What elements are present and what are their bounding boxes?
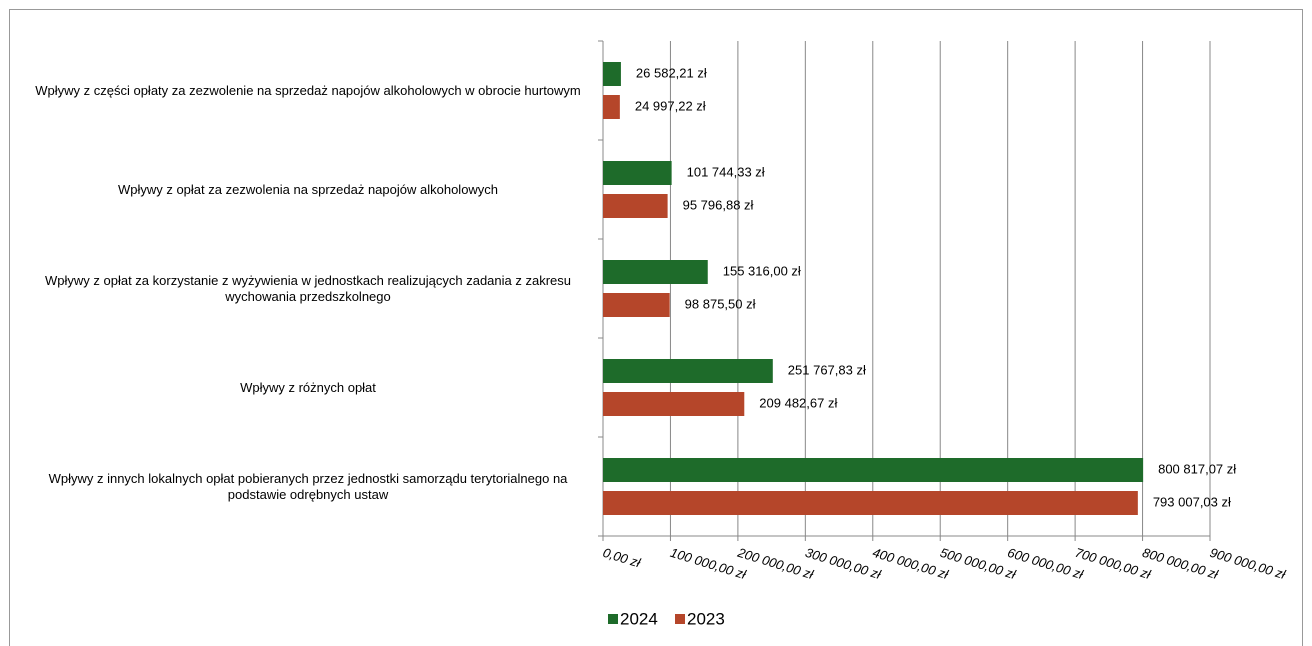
- legend-label: 2023: [687, 609, 725, 628]
- value-label: 251 767,83 zł: [788, 362, 866, 377]
- bar: [603, 194, 668, 218]
- x-tick-label: 400 000,00 zł: [871, 545, 951, 582]
- x-tick-label: 200 000,00 zł: [735, 545, 816, 583]
- x-tick-label: 600 000,00 zł: [1006, 545, 1086, 582]
- value-label: 24 997,22 zł: [635, 98, 706, 113]
- x-tick-label: 0,00 zł: [601, 545, 643, 571]
- x-tick-label: 300 000,00 zł: [803, 545, 883, 582]
- bar: [603, 62, 621, 86]
- value-label: 98 875,50 zł: [685, 296, 756, 311]
- value-label: 793 007,03 zł: [1153, 494, 1231, 509]
- legend-label: 2024: [620, 609, 658, 628]
- legend-swatch: [608, 614, 618, 624]
- bar: [603, 491, 1138, 515]
- value-label: 95 796,88 zł: [683, 197, 754, 212]
- bar: [603, 293, 670, 317]
- value-label: 26 582,21 zł: [636, 65, 707, 80]
- category-label: Wpływy z innych lokalnych opłat pobieran…: [48, 470, 568, 502]
- x-tick-label: 100 000,00 zł: [669, 545, 749, 582]
- legend-swatch: [675, 614, 685, 624]
- bar: [603, 95, 620, 119]
- x-tick-label: 900 000,00 zł: [1208, 545, 1288, 582]
- bar: [603, 392, 745, 416]
- value-label: 209 482,67 zł: [759, 395, 837, 410]
- bar: [603, 359, 773, 383]
- bar: [603, 458, 1144, 482]
- bar: [603, 161, 672, 185]
- value-label: 800 817,07 zł: [1158, 461, 1236, 476]
- value-label: 155 316,00 zł: [723, 263, 801, 278]
- value-label: 101 744,33 zł: [687, 164, 765, 179]
- x-tick-label: 500 000,00 zł: [938, 545, 1018, 582]
- chart-frame: [9, 9, 1303, 646]
- x-tick-label: 800 000,00 zł: [1141, 545, 1221, 582]
- x-tick-label: 700 000,00 zł: [1073, 545, 1153, 582]
- category-label: Wpływy z różnych opłat: [240, 379, 376, 395]
- bar: [603, 260, 708, 284]
- category-label: Wpływy z opłat za zezwolenia na sprzedaż…: [117, 181, 499, 197]
- category-label: Wpływy z części opłaty za zezwolenie na …: [35, 82, 581, 98]
- category-label: Wpływy z opłat za korzystanie z wyżywien…: [45, 272, 571, 304]
